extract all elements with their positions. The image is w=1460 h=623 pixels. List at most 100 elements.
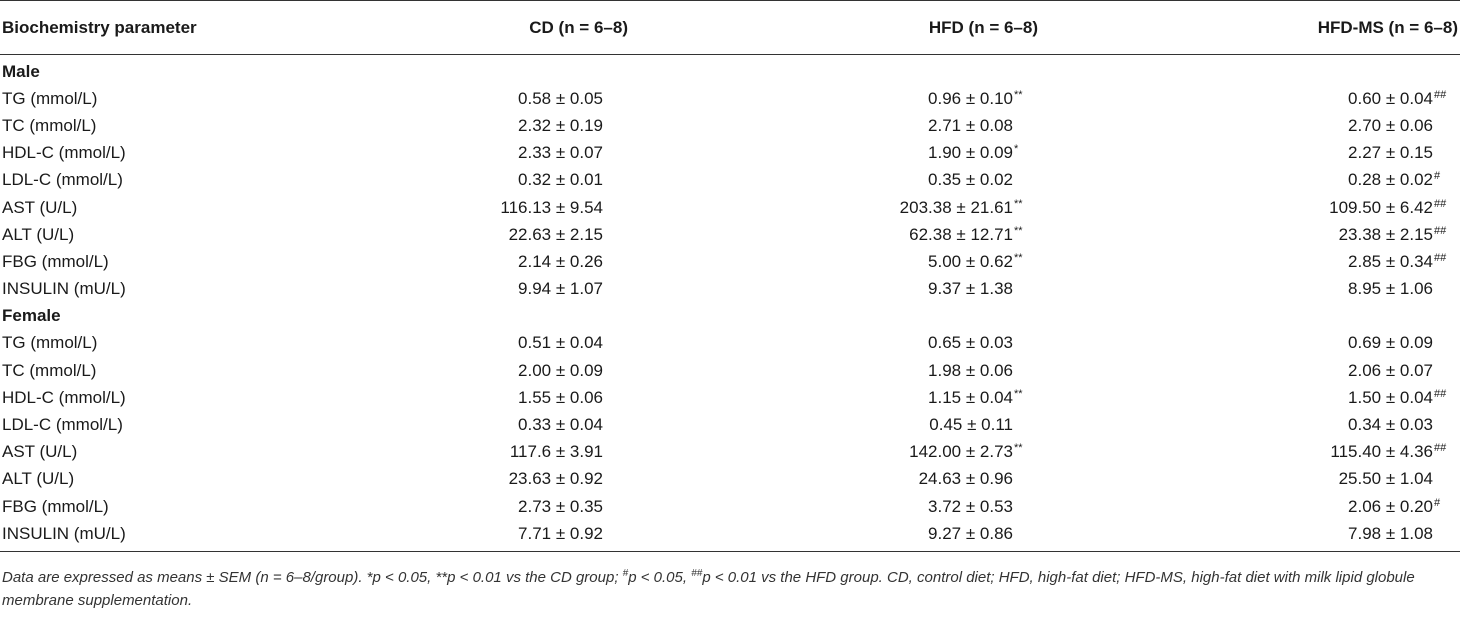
table-row: LDL-C (mmol/L) 0.32 ± 0.01 0.35 ± 0.02 0.28…	[0, 167, 1460, 194]
value-text: 2.27 ± 0.15	[1348, 143, 1433, 163]
hfd-ms-value-cell: 2.06 ± 0.07	[1040, 357, 1460, 384]
value-text: 9.94 ± 1.07	[518, 279, 603, 299]
significance-mark: *	[1014, 143, 1019, 156]
value-text: 0.65 ± 0.03	[928, 333, 1013, 353]
value-text: 2.06 ± 0.20	[1348, 496, 1433, 516]
value-text: 23.38 ± 2.15	[1338, 224, 1433, 244]
hfd-value-cell: 2.71 ± 0.08	[630, 112, 1040, 139]
hfd-ms-value-cell: 115.40 ± 4.36##	[1040, 439, 1460, 466]
parameter-cell: TC (mmol/L)	[2, 360, 97, 380]
cd-value-cell: 2.73 ± 0.35	[380, 493, 630, 520]
table-row: TG (mmol/L) 0.51 ± 0.04 0.65 ± 0.03 0.69 ± …	[0, 330, 1460, 357]
value-text: 2.32 ± 0.19	[518, 115, 603, 135]
parameter-cell: LDL-C (mmol/L)	[2, 170, 123, 190]
value-text: 1.90 ± 0.09	[928, 143, 1013, 163]
parameter-cell: HDL-C (mmol/L)	[2, 387, 126, 407]
header-cd: CD (n = 6–8)	[529, 17, 628, 37]
significance-mark: **	[1014, 387, 1023, 400]
significance-mark: ##	[1434, 88, 1447, 101]
footnote-sup1: #	[622, 568, 629, 579]
table-body: Male TG (mmol/L) 0.58 ± 0.05 0.96 ± 0.10** 0…	[0, 55, 1460, 552]
hfd-ms-value-cell: 2.85 ± 0.34##	[1040, 248, 1460, 275]
cd-value-cell: 7.71 ± 0.92	[380, 520, 630, 552]
value-text: 109.50 ± 6.42	[1329, 197, 1433, 217]
cd-value-cell: 0.58 ± 0.05	[380, 85, 630, 112]
parameter-cell: AST (U/L)	[2, 197, 78, 217]
significance-mark: ##	[1434, 251, 1447, 264]
value-text: 0.45 ± 0.11	[929, 415, 1013, 435]
hfd-ms-value-cell: 0.34 ± 0.03	[1040, 411, 1460, 438]
value-text: 1.98 ± 0.06	[928, 360, 1013, 380]
value-text: 8.95 ± 1.06	[1348, 279, 1433, 299]
section-row: Female	[0, 303, 1460, 330]
value-text: 1.55 ± 0.06	[518, 387, 603, 407]
value-text: 0.51 ± 0.04	[518, 333, 603, 353]
value-text: 117.6 ± 3.91	[509, 442, 603, 462]
hfd-ms-value-cell: 0.60 ± 0.04##	[1040, 85, 1460, 112]
value-text: 115.40 ± 4.36	[1330, 442, 1433, 462]
table-row: HDL-C (mmol/L) 2.33 ± 0.07 1.90 ± 0.09* 2.2…	[0, 140, 1460, 167]
table-footnote: Data are expressed as means ± SEM (n = 6…	[2, 562, 1452, 612]
value-text: 0.58 ± 0.05	[518, 88, 603, 108]
table-row: TG (mmol/L) 0.58 ± 0.05 0.96 ± 0.10** 0.60 …	[0, 85, 1460, 112]
table-row: LDL-C (mmol/L) 0.33 ± 0.04 0.45 ± 0.11 0.34…	[0, 411, 1460, 438]
value-text: 1.50 ± 0.04	[1348, 387, 1433, 407]
cd-value-cell: 9.94 ± 1.07	[380, 276, 630, 303]
table-row: TC (mmol/L) 2.00 ± 0.09 1.98 ± 0.06 2.06 ± …	[0, 357, 1460, 384]
significance-mark: ##	[1434, 224, 1447, 237]
cd-value-cell: 2.00 ± 0.09	[380, 357, 630, 384]
value-text: 0.96 ± 0.10	[928, 88, 1013, 108]
significance-mark: #	[1434, 496, 1441, 509]
significance-mark: **	[1014, 251, 1023, 264]
parameter-cell: TG (mmol/L)	[2, 333, 98, 353]
cd-value-cell: 117.6 ± 3.91	[380, 439, 630, 466]
table-row: FBG (mmol/L) 2.73 ± 0.35 3.72 ± 0.53 2.06 ±…	[0, 493, 1460, 520]
parameter-cell: INSULIN (mU/L)	[2, 279, 126, 299]
parameter-cell: TC (mmol/L)	[2, 115, 97, 135]
hfd-value-cell: 9.37 ± 1.38	[630, 276, 1040, 303]
hfd-value-cell: 0.96 ± 0.10**	[630, 85, 1040, 112]
value-text: 2.70 ± 0.06	[1348, 115, 1433, 135]
value-text: 203.38 ± 21.61	[899, 197, 1013, 217]
header-hfd: HFD (n = 6–8)	[928, 17, 1038, 37]
value-text: 5.00 ± 0.62	[928, 251, 1013, 271]
table-row: HDL-C (mmol/L) 1.55 ± 0.06 1.15 ± 0.04** 1.…	[0, 384, 1460, 411]
cd-value-cell: 2.32 ± 0.19	[380, 112, 630, 139]
parameter-cell: TG (mmol/L)	[2, 88, 98, 108]
header-hfd-ms: HFD-MS (n = 6–8)	[1317, 17, 1458, 37]
hfd-ms-value-cell: 2.06 ± 0.20#	[1040, 493, 1460, 520]
value-text: 1.15 ± 0.04	[928, 387, 1013, 407]
footnote-sup2: ##	[691, 568, 703, 579]
section-label: Female	[2, 306, 61, 326]
value-text: 9.37 ± 1.38	[928, 279, 1013, 299]
value-text: 2.33 ± 0.07	[518, 143, 603, 163]
significance-mark: **	[1014, 197, 1023, 210]
hfd-ms-value-cell: 8.95 ± 1.06	[1040, 276, 1460, 303]
value-text: 0.34 ± 0.03	[1348, 415, 1433, 435]
significance-mark: **	[1014, 442, 1023, 455]
significance-mark: ##	[1434, 442, 1447, 455]
cd-value-cell: 23.63 ± 0.92	[380, 466, 630, 493]
parameter-cell: FBG (mmol/L)	[2, 251, 109, 271]
hfd-value-cell: 3.72 ± 0.53	[630, 493, 1040, 520]
value-text: 25.50 ± 1.04	[1338, 469, 1433, 489]
value-text: 0.60 ± 0.04	[1348, 88, 1433, 108]
value-text: 0.69 ± 0.09	[1348, 333, 1433, 353]
value-text: 9.27 ± 0.86	[928, 523, 1013, 543]
significance-mark: **	[1014, 88, 1023, 101]
hfd-value-cell: 1.90 ± 0.09*	[630, 140, 1040, 167]
parameter-cell: FBG (mmol/L)	[2, 496, 109, 516]
parameter-cell: HDL-C (mmol/L)	[2, 143, 126, 163]
hfd-value-cell: 203.38 ± 21.61**	[630, 194, 1040, 221]
hfd-ms-value-cell: 25.50 ± 1.04	[1040, 466, 1460, 493]
value-text: 0.28 ± 0.02	[1348, 170, 1433, 190]
table-row: TC (mmol/L) 2.32 ± 0.19 2.71 ± 0.08 2.70 ± …	[0, 112, 1460, 139]
table-row: FBG (mmol/L) 2.14 ± 0.26 5.00 ± 0.62** 2.85…	[0, 248, 1460, 275]
hfd-value-cell: 62.38 ± 12.71**	[630, 221, 1040, 248]
cd-value-cell: 2.33 ± 0.07	[380, 140, 630, 167]
hfd-ms-value-cell: 23.38 ± 2.15##	[1040, 221, 1460, 248]
parameter-cell: INSULIN (mU/L)	[2, 523, 126, 543]
table-row: ALT (U/L) 23.63 ± 0.92 24.63 ± 0.96 25.50 ±…	[0, 466, 1460, 493]
header-parameter: Biochemistry parameter	[2, 17, 197, 37]
significance-mark: ##	[1434, 387, 1447, 400]
